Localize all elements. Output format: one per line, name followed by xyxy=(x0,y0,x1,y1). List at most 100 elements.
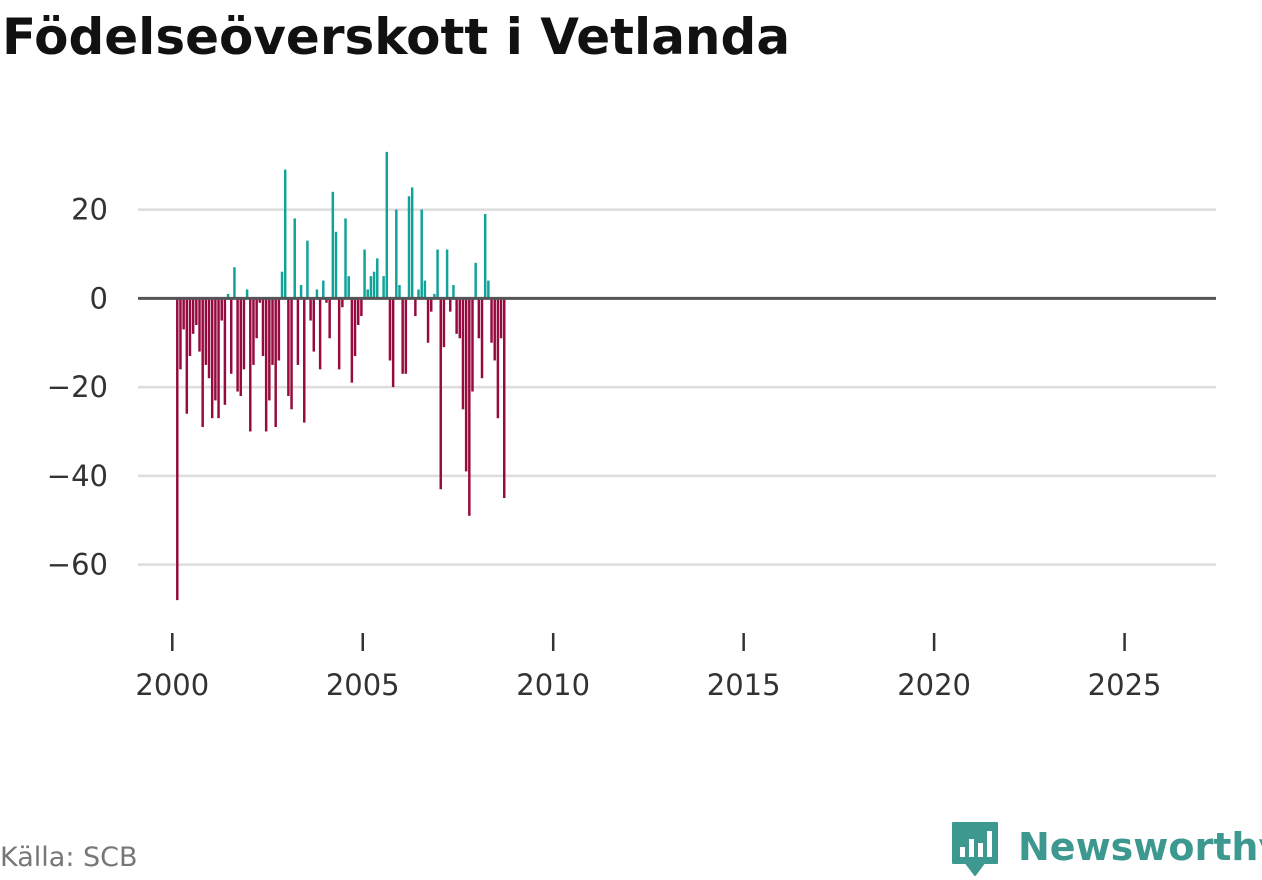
bar xyxy=(385,151,389,299)
bar xyxy=(420,209,423,299)
bar xyxy=(449,298,452,312)
bar xyxy=(191,298,195,334)
bar-chart: 20 0 −20 −40 −60 2000 2005 2010 2015 2020 2025 xyxy=(47,151,1216,702)
bar xyxy=(376,258,379,299)
bar xyxy=(318,298,322,370)
y-tick-label: 0 xyxy=(90,281,108,315)
bar xyxy=(271,298,274,365)
x-tick-label: 2010 xyxy=(516,668,590,702)
bar xyxy=(303,298,306,423)
bar xyxy=(214,298,217,401)
bar xyxy=(293,218,296,299)
bar xyxy=(258,298,262,303)
bar xyxy=(407,196,411,299)
bar xyxy=(468,298,471,516)
y-tick-label: 20 xyxy=(71,193,108,227)
bar xyxy=(452,285,455,299)
bar xyxy=(350,298,354,383)
bar xyxy=(334,231,338,299)
bar xyxy=(464,298,468,472)
bar xyxy=(210,298,214,419)
bar xyxy=(347,276,350,299)
bar xyxy=(176,298,179,601)
bar xyxy=(217,298,220,419)
y-tick-label: −60 xyxy=(47,548,108,582)
bar xyxy=(249,298,252,432)
bar xyxy=(226,293,230,299)
bar xyxy=(404,298,408,374)
bar xyxy=(207,298,211,379)
bar xyxy=(223,298,227,405)
bar xyxy=(461,298,465,410)
bar xyxy=(280,271,284,299)
y-axis: 20 0 −20 −40 −60 xyxy=(47,193,108,582)
bar xyxy=(341,298,344,308)
bar xyxy=(391,298,395,388)
y-tick-label: −40 xyxy=(47,459,108,493)
bar xyxy=(198,298,201,352)
bar xyxy=(423,280,427,299)
bar xyxy=(496,298,500,419)
bar xyxy=(261,298,265,357)
bar xyxy=(382,276,385,299)
bar xyxy=(230,298,233,374)
x-tick-label: 2015 xyxy=(707,668,781,702)
brand-name: Newsworthy xyxy=(1018,825,1262,869)
bar xyxy=(312,298,316,352)
bar xyxy=(436,249,439,299)
bar xyxy=(242,298,246,370)
bar xyxy=(398,285,401,299)
source-note: Källa: SCB xyxy=(0,842,138,873)
bar xyxy=(309,298,312,321)
bar xyxy=(433,293,436,299)
bar xyxy=(239,298,243,396)
bar xyxy=(493,298,496,361)
bar xyxy=(220,298,223,321)
bar xyxy=(369,276,373,299)
bar xyxy=(477,298,481,339)
bar xyxy=(182,298,185,330)
bar xyxy=(179,298,182,370)
bars xyxy=(176,151,506,601)
x-tick-label: 2020 xyxy=(897,668,971,702)
bar xyxy=(474,262,477,299)
bar xyxy=(410,187,414,299)
bar xyxy=(487,280,490,299)
bar xyxy=(483,214,487,299)
bar xyxy=(296,298,300,365)
y-tick-label: −20 xyxy=(47,370,108,404)
bar xyxy=(204,298,208,365)
x-axis: 2000 2005 2010 2015 2020 2025 xyxy=(135,633,1161,702)
bar xyxy=(274,298,277,428)
bar xyxy=(442,298,446,348)
bar xyxy=(388,298,392,361)
bar xyxy=(445,249,449,299)
bar xyxy=(414,298,417,317)
bar xyxy=(499,298,503,339)
bar xyxy=(188,298,192,357)
bar xyxy=(344,218,347,299)
bar xyxy=(401,298,404,374)
bar xyxy=(306,240,309,299)
bar xyxy=(283,169,287,299)
bar xyxy=(490,298,493,343)
bar xyxy=(360,298,363,317)
bar xyxy=(331,191,335,299)
newsworthy-logo[interactable]: Newsworthy xyxy=(950,818,1262,880)
bar xyxy=(299,285,303,299)
bar xyxy=(502,298,506,499)
bar xyxy=(268,298,271,401)
bar xyxy=(356,298,360,325)
bar xyxy=(363,249,366,299)
x-tick-label: 2025 xyxy=(1088,668,1162,702)
bar xyxy=(455,298,458,334)
bar xyxy=(236,298,239,392)
gridlines xyxy=(138,208,1216,566)
bar xyxy=(325,298,328,303)
x-tick-label: 2000 xyxy=(135,668,209,702)
bar xyxy=(252,298,255,365)
chart-title: Födelseöverskott i Vetlanda xyxy=(2,8,791,66)
bar xyxy=(315,289,319,299)
bar xyxy=(417,289,420,299)
bar xyxy=(395,209,398,299)
